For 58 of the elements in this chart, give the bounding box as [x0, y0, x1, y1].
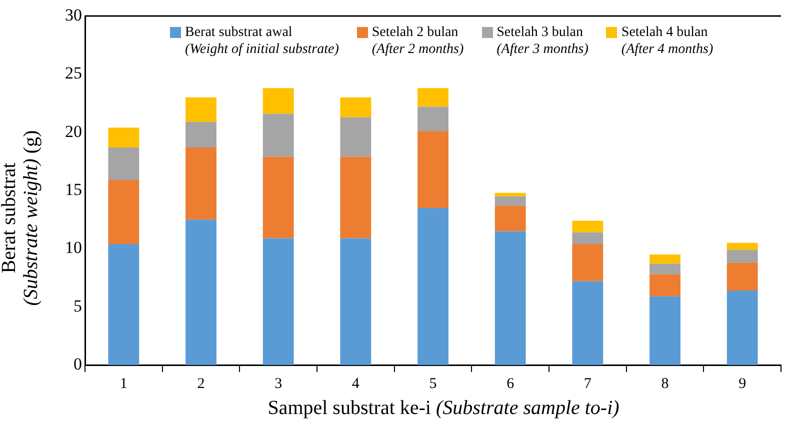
x-tick-label: 9 — [738, 376, 746, 392]
y-tick-label: 20 — [65, 122, 82, 141]
bar — [572, 232, 604, 244]
bar — [572, 281, 604, 365]
x-tick-label: 6 — [506, 376, 515, 392]
bar — [418, 106, 448, 132]
bar — [262, 88, 294, 114]
x-tick-label: 1 — [120, 376, 128, 392]
bar — [726, 250, 758, 263]
bar — [418, 208, 448, 365]
x-tick-label: 5 — [429, 376, 437, 392]
bar — [186, 147, 216, 220]
bar — [572, 244, 604, 282]
bar — [418, 88, 448, 107]
legend-label: Setelah 4 bulan (After 4 months) — [621, 24, 714, 58]
bar — [418, 131, 448, 208]
y-tick-label: 15 — [65, 180, 82, 199]
bar — [572, 220, 604, 232]
bar — [186, 122, 216, 148]
x-tick-label: 4 — [352, 376, 360, 392]
bar — [726, 290, 758, 365]
y-tick-label: 30 — [65, 5, 82, 24]
bar — [494, 206, 526, 232]
bar — [108, 244, 140, 365]
x-tick-label: 2 — [197, 376, 205, 392]
bar — [262, 114, 294, 157]
bar — [108, 147, 140, 180]
bar — [726, 262, 758, 291]
legend-label: Berat substrat awal (Weight of initial substrate) — [185, 24, 339, 58]
bar — [186, 220, 216, 365]
bar — [262, 238, 294, 365]
bar — [340, 97, 372, 118]
bar — [262, 156, 294, 238]
bar — [108, 128, 140, 148]
legend-label: Setelah 3 bulan (After 3 months) — [496, 24, 588, 58]
y-tick-label: 10 — [65, 238, 82, 258]
bar — [494, 231, 526, 365]
bar — [108, 180, 140, 244]
bar — [650, 296, 680, 365]
x-tick-label: 7 — [584, 376, 592, 392]
y-tick-label: 25 — [65, 64, 82, 83]
bar — [494, 196, 526, 206]
y-axis-title: Berat substrat (Substrate weight) (g) — [0, 129, 42, 308]
bar — [186, 97, 216, 122]
x-axis-title: Sampel substrat ke-i (Substrate sample to-i) — [266, 397, 620, 420]
x-tick-label: 3 — [274, 376, 282, 392]
bar — [340, 238, 372, 365]
y-tick-label: 5 — [74, 296, 82, 316]
bar — [494, 192, 526, 196]
legend-label: Setelah 2 bulan (After 2 months) — [372, 24, 464, 58]
bar — [726, 242, 758, 250]
bar — [340, 156, 372, 238]
bar — [340, 117, 372, 157]
bar — [650, 254, 680, 264]
bar — [650, 274, 680, 296]
bar — [650, 264, 680, 274]
x-tick-label: 8 — [661, 376, 669, 392]
y-tick-label: 0 — [74, 354, 82, 374]
